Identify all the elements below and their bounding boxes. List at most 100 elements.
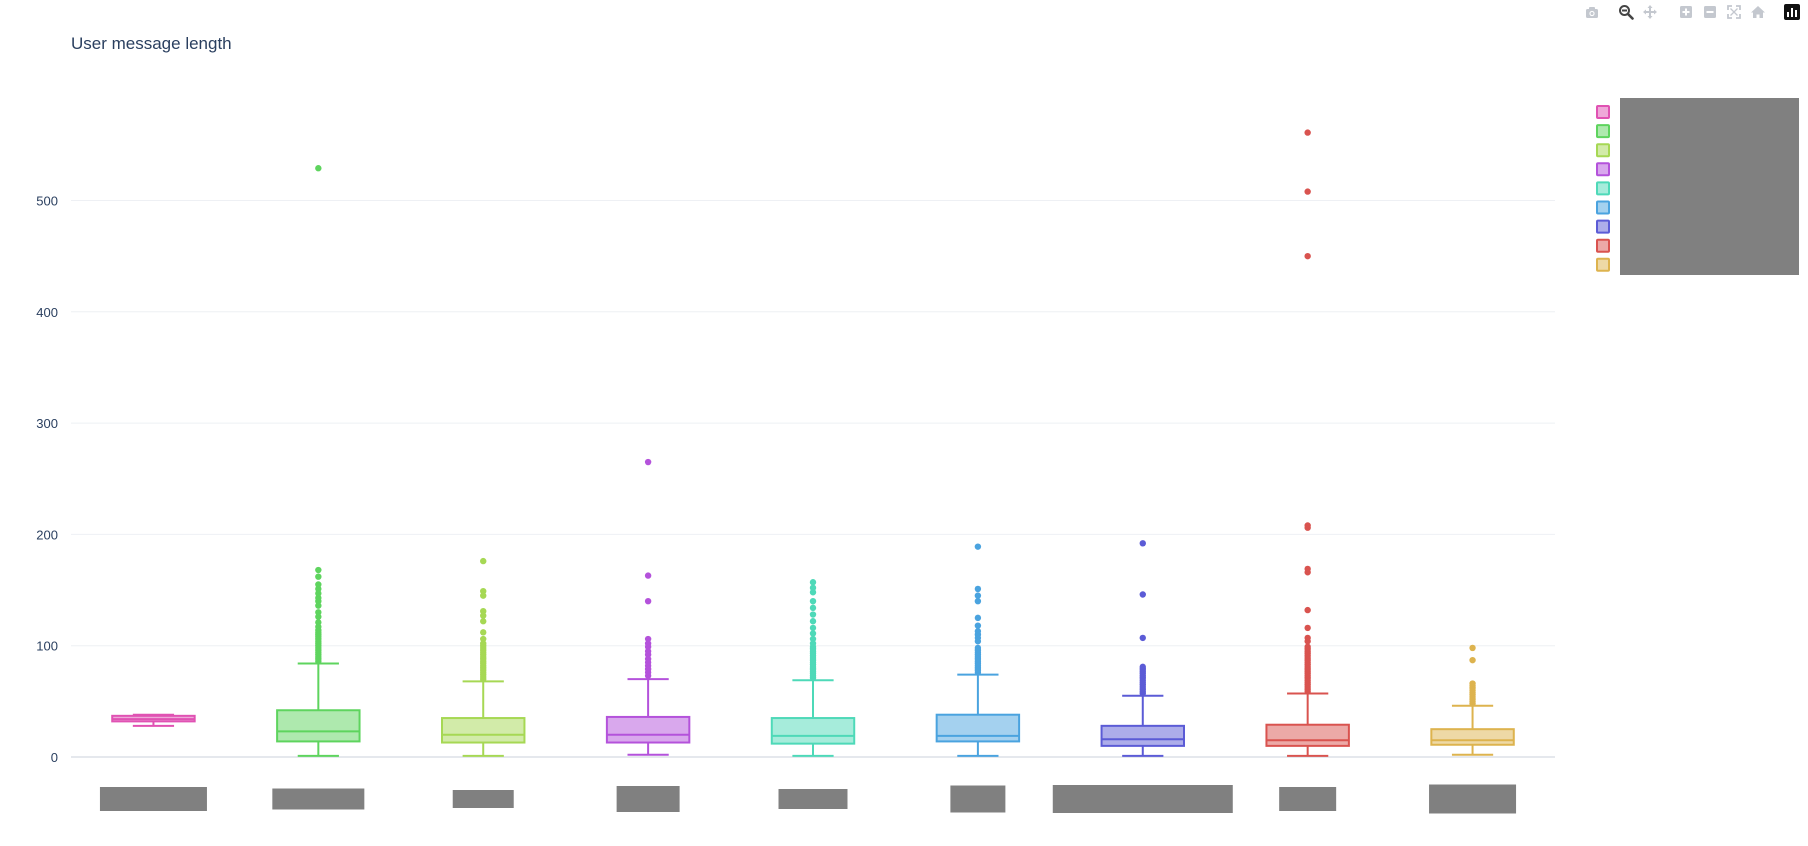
outlier-point[interactable] <box>1304 129 1311 136</box>
outlier-point[interactable] <box>480 618 487 625</box>
box-iqr[interactable] <box>276 709 361 743</box>
outlier-point[interactable] <box>809 597 817 605</box>
legend[interactable] <box>1596 98 1799 275</box>
legend-item-swatch[interactable] <box>1596 181 1610 196</box>
outlier-point[interactable] <box>1304 606 1311 614</box>
legend-item-swatch[interactable] <box>1596 143 1610 158</box>
modebar-toolbar <box>1582 2 1802 22</box>
box-iqr[interactable] <box>441 717 526 744</box>
box-trace[interactable] <box>1430 644 1515 756</box>
legend-item-swatch[interactable] <box>1596 162 1610 177</box>
outlier-point[interactable] <box>1304 252 1311 260</box>
plotly-logo-button[interactable] <box>1782 2 1802 22</box>
box-trace[interactable] <box>1265 129 1350 757</box>
outlier-point[interactable] <box>644 572 652 579</box>
outlier-point[interactable] <box>974 622 982 629</box>
outlier-point[interactable] <box>315 590 322 597</box>
outlier-point[interactable] <box>809 579 817 586</box>
outlier-point[interactable] <box>644 635 652 643</box>
outlier-point[interactable] <box>644 655 652 663</box>
legend-item-swatch[interactable] <box>1596 219 1610 234</box>
box-iqr[interactable] <box>1100 724 1185 747</box>
box-trace[interactable] <box>935 543 1021 757</box>
outlier-point[interactable] <box>809 611 817 618</box>
outlier-point[interactable] <box>480 587 487 595</box>
outlier-point[interactable] <box>1469 656 1476 664</box>
outlier-point[interactable] <box>480 635 487 643</box>
outlier-point[interactable] <box>1139 634 1146 642</box>
outlier-point[interactable] <box>974 592 982 599</box>
reset-axes-button[interactable] <box>1748 2 1768 22</box>
outlier-point[interactable] <box>1139 663 1146 671</box>
outlier-point[interactable] <box>315 573 322 580</box>
box-iqr[interactable] <box>1430 728 1515 746</box>
outlier-point[interactable] <box>1304 188 1311 195</box>
pan-button[interactable] <box>1640 2 1660 22</box>
box-trace[interactable] <box>605 458 691 756</box>
outlier-point[interactable] <box>480 592 487 599</box>
outlier-point[interactable] <box>809 618 817 625</box>
box-trace[interactable] <box>770 579 856 757</box>
outlier-point[interactable] <box>315 623 322 630</box>
box-trace[interactable] <box>1100 540 1185 757</box>
outlier-point[interactable] <box>974 585 982 593</box>
outlier-point[interactable] <box>315 566 322 574</box>
outlier-point[interactable] <box>1304 634 1311 642</box>
outlier-point[interactable] <box>644 648 652 655</box>
outlier-point[interactable] <box>315 602 322 609</box>
outlier-point[interactable] <box>644 458 652 466</box>
outlier-point[interactable] <box>1304 643 1311 651</box>
zoom-out-button[interactable] <box>1700 2 1720 22</box>
outlier-point[interactable] <box>1304 565 1311 573</box>
box-trace[interactable] <box>441 557 526 757</box>
outlier-point[interactable] <box>315 609 322 616</box>
zoom-in-button[interactable] <box>1676 2 1696 22</box>
box-iqr[interactable] <box>605 715 691 744</box>
outlier-point[interactable] <box>809 630 817 637</box>
outlier-point[interactable] <box>974 597 982 605</box>
outlier-point[interactable] <box>1139 591 1146 598</box>
outlier-point[interactable] <box>1304 522 1311 529</box>
box-trace[interactable] <box>276 165 361 757</box>
outlier-point[interactable] <box>1469 680 1476 687</box>
outlier-point[interactable] <box>315 585 322 593</box>
outlier-point[interactable] <box>644 597 652 605</box>
box-traces[interactable] <box>111 129 1515 757</box>
legend-item-swatch[interactable] <box>1596 238 1610 253</box>
outlier-point[interactable] <box>480 557 487 565</box>
zoom-button[interactable] <box>1616 2 1636 22</box>
outlier-point[interactable] <box>974 543 982 550</box>
outlier-point[interactable] <box>974 614 982 622</box>
outlier-point[interactable] <box>809 604 817 612</box>
outlier-point[interactable] <box>315 165 322 172</box>
camera-button[interactable] <box>1582 2 1602 22</box>
outlier-point[interactable] <box>809 635 817 643</box>
legend-item-swatch[interactable] <box>1596 105 1610 119</box>
box-iqr[interactable] <box>1265 723 1350 747</box>
outlier-point[interactable] <box>315 594 322 602</box>
legend-item-swatch[interactable] <box>1596 257 1610 272</box>
outlier-point[interactable] <box>480 640 487 647</box>
box-trace[interactable] <box>111 713 196 727</box>
legend-item-swatch[interactable] <box>1596 200 1610 215</box>
outlier-point[interactable] <box>315 613 322 620</box>
outlier-point[interactable] <box>974 628 982 635</box>
outlier-point[interactable] <box>809 640 817 647</box>
outlier-point[interactable] <box>315 619 322 626</box>
outlier-point[interactable] <box>315 581 322 588</box>
outlier-point[interactable] <box>1469 644 1476 652</box>
outlier-point[interactable] <box>1304 624 1311 632</box>
outlier-point[interactable] <box>480 629 487 636</box>
outlier-point[interactable] <box>974 644 982 652</box>
box-iqr[interactable] <box>770 717 856 745</box>
outlier-point[interactable] <box>809 589 817 596</box>
outlier-point[interactable] <box>480 607 487 615</box>
box-iqr[interactable] <box>935 713 1021 743</box>
outlier-point[interactable] <box>809 624 817 632</box>
outlier-point[interactable] <box>1139 540 1146 547</box>
outlier-point[interactable] <box>644 640 652 647</box>
outlier-point[interactable] <box>809 584 817 592</box>
outlier-point[interactable] <box>480 612 487 619</box>
legend-item-swatch[interactable] <box>1596 124 1610 139</box>
autoscale-button[interactable] <box>1724 2 1744 22</box>
